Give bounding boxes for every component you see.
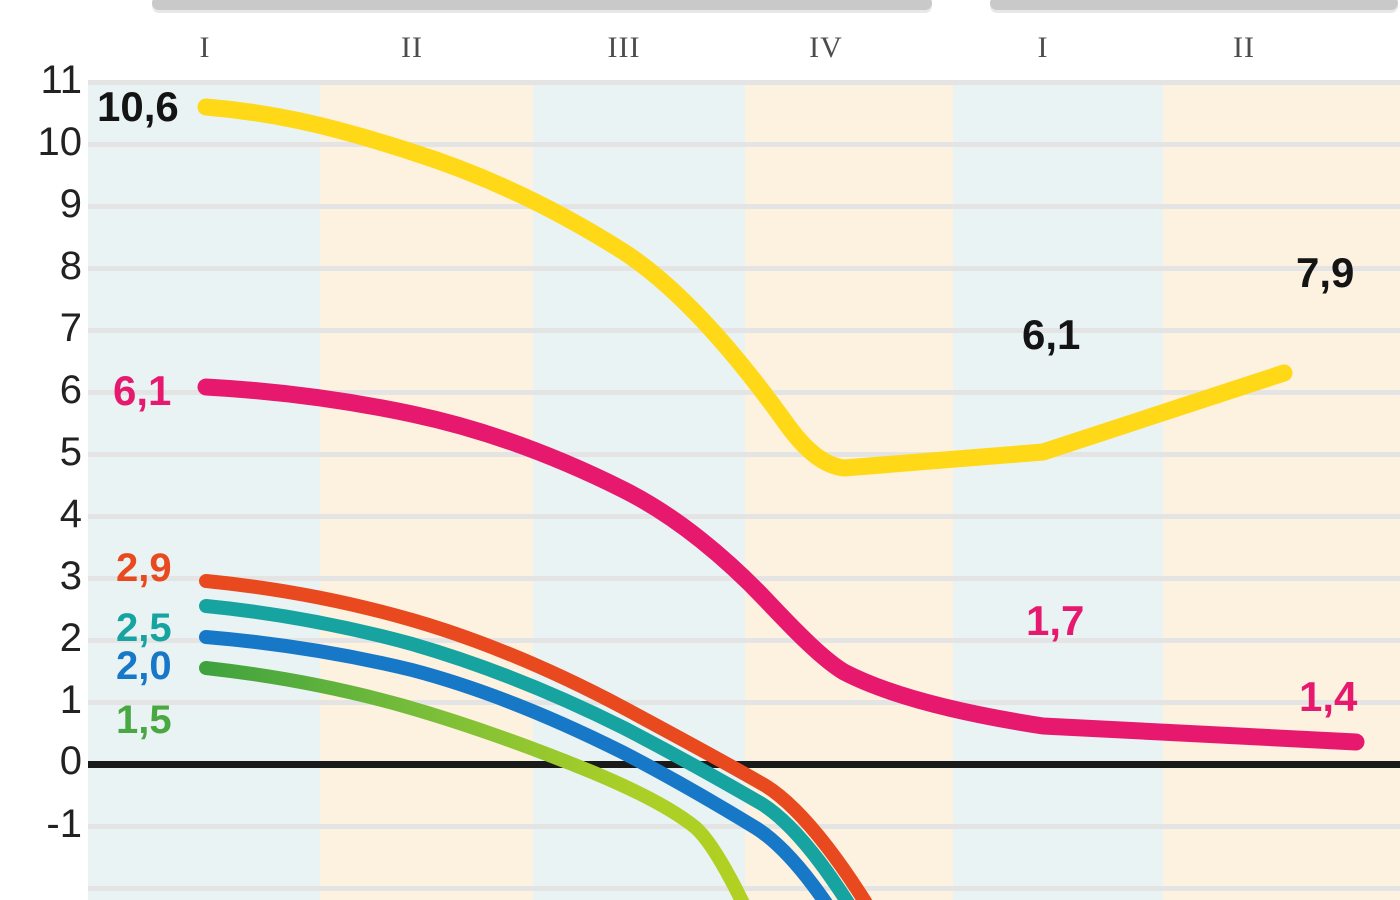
blue-series-path xyxy=(199,630,833,900)
ytick-label-5: 5 xyxy=(59,430,82,474)
magenta-series-path xyxy=(197,378,1365,751)
plot-area xyxy=(88,80,1400,900)
ytick-label-0: 0 xyxy=(59,739,82,783)
teal-series-path xyxy=(199,599,855,900)
orange-series-path xyxy=(199,574,873,900)
ytick-label-minus1: -1 xyxy=(46,802,82,846)
xtick-label-4: IV xyxy=(809,31,843,64)
gridline-9 xyxy=(88,204,1400,209)
gridline-zero xyxy=(88,761,1400,768)
ytick-label-7: 7 xyxy=(59,306,82,350)
ytick-label-6: 6 xyxy=(59,368,82,412)
ytick-label-4: 4 xyxy=(59,492,82,536)
magenta-end-value: 1,4 xyxy=(1299,673,1358,720)
blue-start-value: 2,0 xyxy=(116,644,172,688)
ytick-label-9: 9 xyxy=(59,182,82,226)
magenta-mid-value: 1,7 xyxy=(1026,597,1085,644)
gridline-8 xyxy=(88,266,1400,271)
teal-start-value: 2,5 xyxy=(116,606,172,650)
gridline-11 xyxy=(88,80,1400,85)
gridline-5 xyxy=(88,452,1400,457)
gridline-1 xyxy=(88,700,1400,705)
green-start-value: 1,5 xyxy=(116,698,172,742)
period-group-bar-left xyxy=(152,0,932,10)
magenta-start-value: 6,1 xyxy=(113,367,172,414)
ytick-label-10: 10 xyxy=(37,120,83,164)
gridline-6 xyxy=(88,390,1400,395)
gridline-minus2 xyxy=(88,886,1400,891)
orange-start-value: 2,9 xyxy=(116,546,172,590)
period-group-bar-right xyxy=(990,0,1398,10)
ytick-label-1: 1 xyxy=(59,678,82,722)
xtick-label-2: II xyxy=(401,31,423,64)
ytick-label-3: 3 xyxy=(59,554,82,598)
xtick-label-5: I xyxy=(1037,31,1049,64)
ytick-label-2: 2 xyxy=(59,616,82,660)
yellow-end-value: 7,9 xyxy=(1296,249,1355,296)
xtick-label-3: III xyxy=(607,31,641,64)
xtick-label-6: II xyxy=(1233,31,1255,64)
gridline-2 xyxy=(88,638,1400,643)
yellow-start-value: 10,6 xyxy=(97,83,179,130)
gridline-7 xyxy=(88,328,1400,333)
gridline-4 xyxy=(88,514,1400,519)
yellow-series-path xyxy=(197,98,1293,477)
gridline-10 xyxy=(88,142,1400,147)
yellow-min-value: 6,1 xyxy=(1022,311,1081,358)
xtick-label-1: I xyxy=(199,31,211,64)
ytick-label-11: 11 xyxy=(40,58,82,102)
series-lines xyxy=(197,98,1365,900)
ytick-label-8: 8 xyxy=(59,244,82,288)
green-series-path xyxy=(199,661,750,900)
